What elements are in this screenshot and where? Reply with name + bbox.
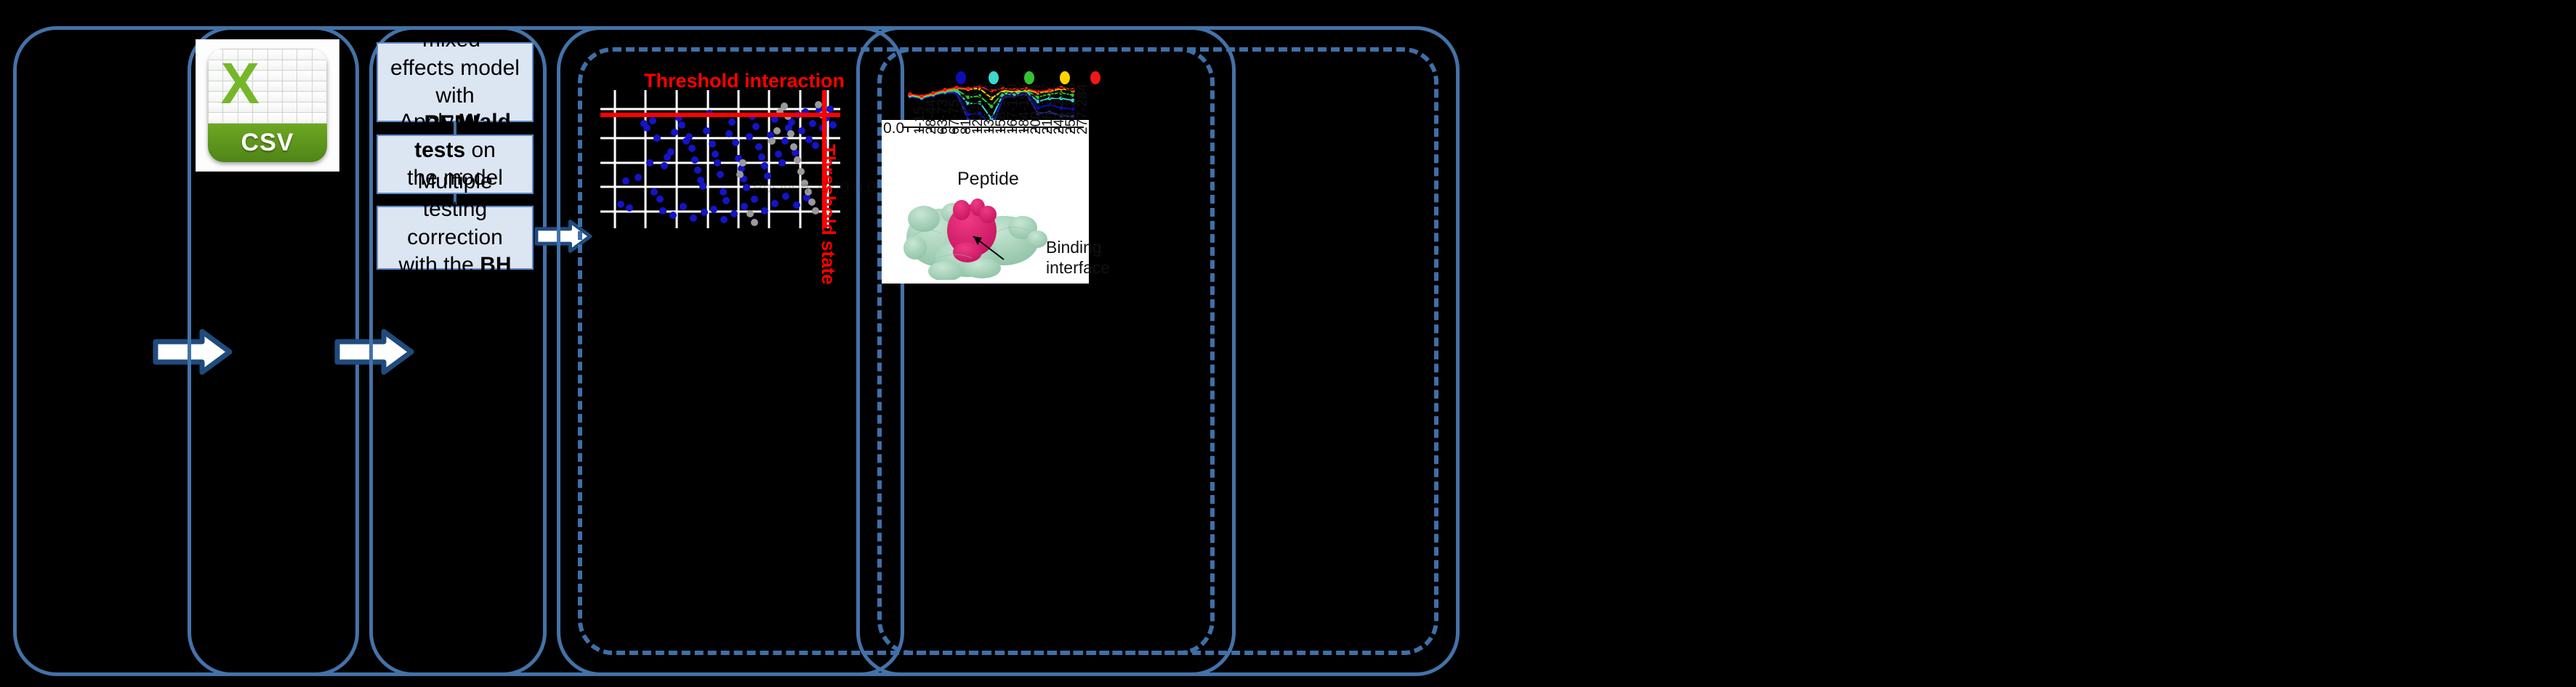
threshold-interaction-label: Threshold interaction (644, 70, 845, 92)
bh-line-3-suffix: procedure (406, 281, 504, 305)
bh-line-1: Multiple testing (417, 169, 493, 222)
wald-line-1: Apply Wald tests on (385, 108, 525, 164)
chart-data-point (1047, 96, 1052, 100)
wald-line-1-suffix: on (465, 137, 496, 162)
chart-data-point (1036, 105, 1040, 111)
chart-data-point (1071, 87, 1075, 92)
chart-data-point (943, 87, 947, 92)
csv-label-band: CSV (208, 123, 327, 162)
peptide-panel (856, 26, 1460, 676)
chart-data-point (989, 89, 994, 93)
peptide-axis-title: Peptide (957, 169, 1019, 189)
chart-data-point (1059, 113, 1063, 118)
chart-data-point (978, 84, 982, 89)
connector-fit-to-wald (454, 122, 456, 141)
chart-data-point (1047, 110, 1052, 115)
bh-line-2: correction (407, 225, 503, 249)
chart-data-point (1071, 93, 1075, 97)
binding-interface-line-2: interface (1046, 257, 1111, 277)
legend-dot-icon-2 (989, 71, 999, 84)
chart-data-point (1036, 100, 1040, 104)
fit-model-line-2: effects model with (390, 55, 520, 108)
multiple-testing-box[interactable]: Multiple testing correction with the BH … (377, 169, 534, 305)
connector-wald-to-bh (454, 194, 456, 212)
legend-dot-icon-3 (1024, 71, 1034, 84)
chart-data-point (1059, 91, 1063, 95)
csv-file-icon[interactable]: X CSV (208, 49, 327, 162)
chart-data-point (908, 92, 912, 96)
csv-panel (188, 26, 547, 676)
chart-data-point (966, 95, 970, 100)
chart-data-point (954, 85, 959, 89)
chart-data-point (978, 94, 982, 98)
cursor-position-readout: Position: 0.00 0.00 (752, 178, 885, 196)
protein-structure-image (903, 198, 1047, 280)
chart-data-point (1071, 114, 1075, 118)
binding-interface-arrowhead (973, 236, 982, 245)
chart-data-point (931, 91, 935, 95)
bh-keyword: BH (480, 253, 512, 278)
chart-data-point (1047, 88, 1052, 92)
y-axis-zero-label: 0.0 (883, 120, 905, 137)
chart-data-point (1059, 105, 1063, 111)
chart-data-point (978, 111, 982, 116)
chart-data-point (989, 96, 994, 100)
legend-dot-icon-1 (956, 71, 966, 84)
binding-interface-annotation: Binding interface (1046, 238, 1110, 278)
chart-data-point (1001, 87, 1005, 91)
wald-keyword: Wald tests (414, 110, 511, 162)
bh-line-3-prefix: with the (398, 253, 480, 278)
binding-interface-line-1: Binding (1046, 238, 1102, 257)
bh-line-3: with the BH procedure (385, 252, 525, 308)
arrow-input-to-csv (153, 329, 233, 375)
chart-data-point (1059, 85, 1063, 89)
arrow-csv-to-model (334, 329, 414, 375)
volcano-scatter-plot[interactable] (600, 90, 840, 228)
wald-test-box[interactable]: Apply Wald tests on the model parameters (377, 110, 534, 217)
chart-data-point (966, 87, 970, 91)
chart-data-point (1059, 96, 1063, 100)
chart-data-point (1071, 107, 1075, 111)
chart-data-point (966, 112, 970, 116)
chart-data-point (1024, 87, 1029, 91)
chart-data-point (989, 116, 994, 121)
peptide-structure-card: 0.0 1-15 28-44 63-73 67-75 81-101 122-129 135-… (882, 84, 1110, 284)
wald-line-1-prefix: Apply (399, 110, 460, 134)
peptide-tick-label: 277-284 (1075, 84, 1090, 134)
peptide-line-chart[interactable] (895, 80, 1128, 138)
chart-data-point (919, 94, 924, 98)
volcano-scatter-svg (600, 90, 840, 228)
chart-data-point (1036, 89, 1040, 94)
peptide-line-chart-svg (908, 84, 1075, 132)
fit-model-line-1: Fit a linear mixed- (403, 0, 507, 52)
chart-data-point (1071, 98, 1075, 103)
chart-data-point (1047, 92, 1052, 96)
fit-model-box[interactable]: Fit a linear mixed- effects model with R… (377, 0, 534, 164)
peptide-x-axis (902, 126, 1084, 132)
legend-dot-icon-4 (1060, 71, 1070, 84)
chart-data-point (1013, 87, 1017, 92)
chart-data-point (1036, 95, 1040, 100)
chart-data-point (1036, 111, 1040, 116)
csv-grid-icon (208, 49, 327, 124)
chart-data-point (1047, 103, 1052, 107)
csv-label: CSV (241, 128, 294, 156)
csv-icon-card: X CSV (196, 40, 339, 171)
chart-data-point (966, 102, 970, 106)
legend-dot-icon-5 (1090, 71, 1100, 84)
chart-data-point (989, 104, 994, 108)
threshold-state-label: Threshold state (818, 144, 840, 285)
chart-data-point (978, 100, 982, 105)
excel-x-icon: X (220, 51, 259, 116)
